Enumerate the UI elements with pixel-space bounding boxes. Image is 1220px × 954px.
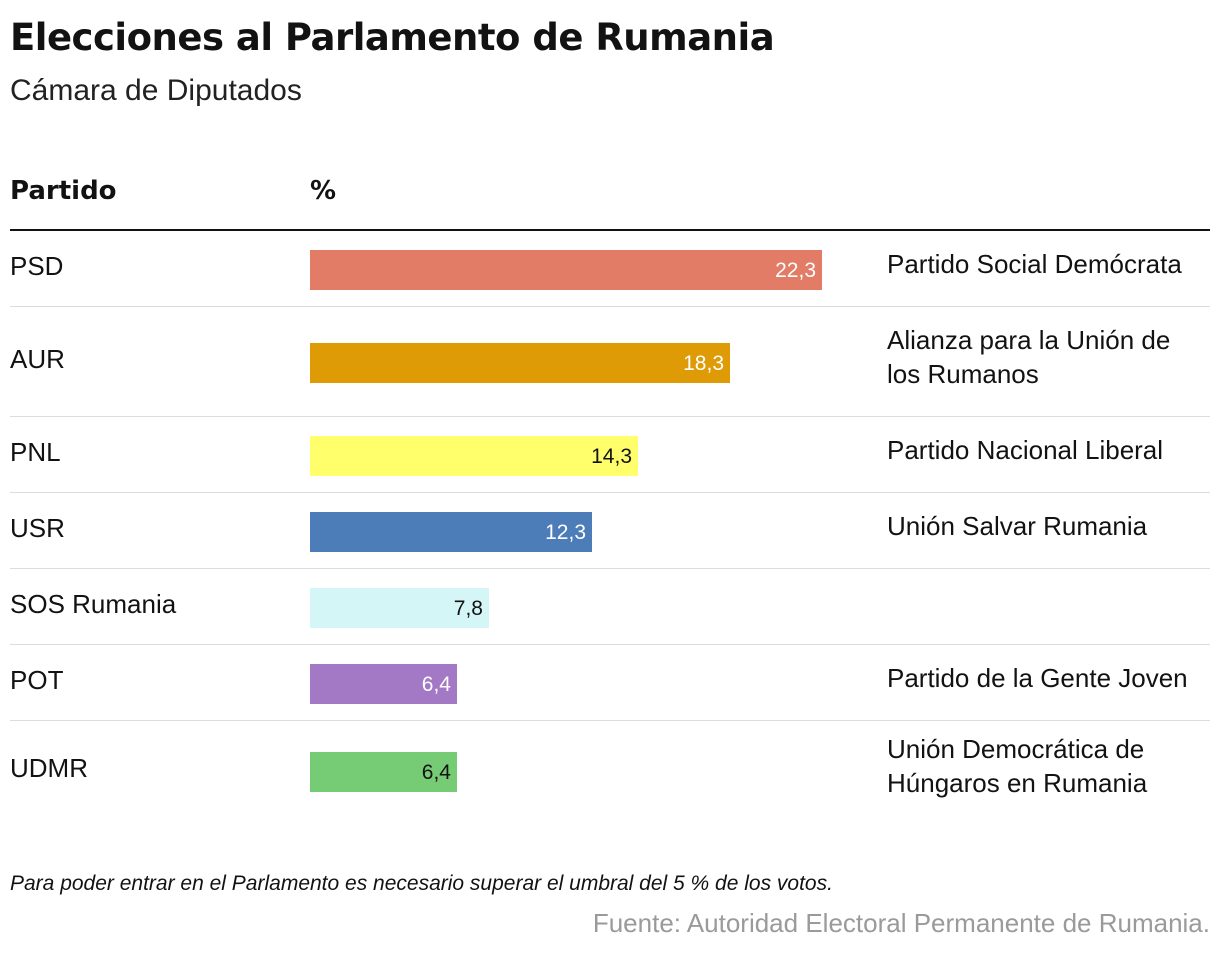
bar: 6,4: [310, 752, 457, 792]
party-abbreviation: AUR: [10, 344, 65, 374]
bar: 6,4: [310, 664, 457, 704]
bar: 7,8: [310, 588, 489, 628]
bar-value-label: 14,3: [591, 445, 632, 468]
row-separator: [10, 720, 1210, 721]
bar: 18,3: [310, 343, 730, 383]
bar-value-label: 22,3: [775, 259, 816, 282]
bar-row: UDMR 6,4 Unión Democrática de Húngaros en …: [0, 721, 1220, 821]
bar-row: POT 6,4 Partido de la Gente Joven: [0, 645, 1220, 721]
header-rule: [10, 229, 1210, 231]
column-header-percent: %: [310, 176, 337, 206]
chart-title: Elecciones al Parlamento de Rumania: [10, 16, 775, 59]
bar-value-label: 7,8: [453, 597, 483, 620]
row-separator: [10, 644, 1210, 645]
party-full-name: Unión Salvar Rumania: [887, 511, 1148, 541]
column-header-party: Partido: [10, 176, 117, 206]
party-abbreviation: USR: [10, 513, 65, 543]
party-abbreviation: PSD: [10, 251, 64, 281]
party-abbreviation: POT: [10, 665, 64, 695]
party-full-name: Partido Nacional Liberal: [887, 435, 1164, 465]
row-separator: [10, 492, 1210, 493]
party-full-name: Unión Democrática de Húngaros en Rumania: [887, 734, 1148, 798]
row-separator: [10, 568, 1210, 569]
party-abbreviation: SOS Rumania: [10, 589, 177, 619]
party-abbreviation: PNL: [10, 437, 61, 467]
bar-value-label: 12,3: [545, 521, 586, 544]
bar-row: PNL 14,3 Partido Nacional Liberal: [0, 417, 1220, 493]
bar-value-label: 6,4: [421, 761, 451, 784]
row-separator: [10, 416, 1210, 417]
bar-row: PSD 22,3 Partido Social Demócrata: [0, 231, 1220, 307]
party-full-name: Partido Social Demócrata: [887, 249, 1182, 279]
bar-value-label: 18,3: [683, 352, 724, 375]
bar: 12,3: [310, 512, 592, 552]
bar-row: USR 12,3 Unión Salvar Rumania: [0, 493, 1220, 569]
bar-value-label: 6,4: [421, 673, 451, 696]
threshold-note: Para poder entrar en el Parlamento es ne…: [10, 872, 833, 895]
party-abbreviation: UDMR: [10, 753, 88, 783]
party-full-name: Partido de la Gente Joven: [887, 663, 1188, 693]
bar: 14,3: [310, 436, 638, 476]
row-separator: [10, 306, 1210, 307]
bar-row: SOS Rumania 7,8: [0, 569, 1220, 645]
bar-row: AUR 18,3 Alianza para la Unión de los Ruma…: [0, 307, 1220, 417]
bar: 22,3: [310, 250, 822, 290]
chart-subtitle: Cámara de Diputados: [10, 74, 302, 107]
party-full-name: Alianza para la Unión de los Rumanos: [887, 325, 1171, 389]
source-credit: Fuente: Autoridad Electoral Permanente d…: [592, 908, 1210, 938]
